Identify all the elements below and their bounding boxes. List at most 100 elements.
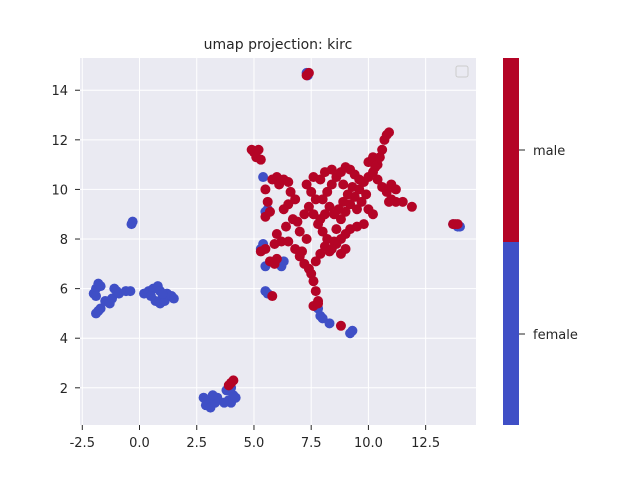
point-male — [283, 176, 294, 187]
point-male — [356, 196, 367, 207]
point-female — [324, 318, 335, 329]
point-male — [290, 194, 301, 205]
x-tick-label: 12.5 — [411, 436, 440, 451]
point-male — [351, 204, 362, 215]
colorbar: male female — [503, 58, 578, 425]
point-male — [370, 162, 381, 173]
colorbar-label-female: female — [533, 328, 578, 343]
x-tick-label: 7.5 — [301, 436, 322, 451]
y-tick-label: 4 — [60, 332, 68, 347]
point-male — [260, 184, 271, 195]
point-male — [303, 67, 314, 78]
point-female — [219, 397, 230, 408]
point-male — [297, 246, 308, 257]
point-male — [274, 179, 285, 190]
point-female — [345, 328, 356, 339]
point-male — [308, 276, 319, 287]
point-male — [267, 291, 278, 302]
point-male — [294, 226, 305, 237]
point-male — [326, 243, 337, 254]
point-female — [125, 286, 136, 297]
point-male — [390, 184, 401, 195]
point-male — [381, 186, 392, 197]
y-tick-label: 8 — [60, 233, 68, 248]
point-male — [338, 196, 349, 207]
x-tick-label: 10.0 — [354, 436, 383, 451]
point-male — [271, 229, 282, 240]
point-male — [342, 189, 353, 200]
point-male — [329, 209, 340, 220]
point-male — [283, 236, 294, 247]
point-male — [338, 179, 349, 190]
y-tick-label: 2 — [60, 382, 68, 397]
point-female — [127, 216, 138, 227]
point-male — [278, 204, 289, 215]
legend-box[interactable] — [455, 65, 469, 78]
point-male — [335, 320, 346, 331]
point-male — [361, 189, 372, 200]
y-axis-ticks: 2 4 6 8 10 12 14 — [51, 84, 80, 397]
colorbar-label-male: male — [533, 144, 565, 159]
point-female — [95, 303, 106, 314]
x-tick-label: 0.0 — [129, 436, 150, 451]
point-male — [308, 209, 319, 220]
point-male — [340, 243, 351, 254]
point-male — [281, 221, 292, 232]
point-male — [326, 164, 337, 175]
point-male — [299, 209, 310, 220]
point-male — [269, 238, 280, 249]
point-male — [374, 152, 385, 163]
point-male — [310, 256, 321, 267]
point-male — [313, 298, 324, 309]
point-female — [168, 293, 179, 304]
point-male — [262, 196, 273, 207]
point-male — [292, 216, 303, 227]
point-male — [317, 194, 328, 205]
point-male — [301, 179, 312, 190]
x-tick-label: 5.0 — [244, 436, 265, 451]
point-male — [367, 152, 378, 163]
x-axis-ticks: -2.5 0.0 2.5 5.0 7.5 10.0 12.5 — [70, 425, 440, 451]
point-male — [315, 248, 326, 259]
x-tick-label: 2.5 — [186, 436, 207, 451]
point-male — [331, 224, 342, 235]
point-male — [406, 201, 417, 212]
point-female — [95, 281, 106, 292]
point-female — [230, 392, 241, 403]
point-male — [347, 181, 358, 192]
point-male — [326, 179, 337, 190]
data-points — [88, 67, 465, 413]
point-female — [107, 293, 118, 304]
point-male — [384, 196, 395, 207]
point-male — [260, 243, 271, 254]
point-male — [335, 214, 346, 225]
point-male — [390, 196, 401, 207]
point-female — [145, 291, 156, 302]
point-male — [264, 206, 275, 217]
y-tick-label: 6 — [60, 283, 68, 298]
point-male — [397, 196, 408, 207]
point-male — [324, 201, 335, 212]
point-male — [372, 174, 383, 185]
point-female — [157, 288, 168, 299]
x-tick-label: -2.5 — [70, 436, 95, 451]
y-tick-label: 12 — [51, 134, 68, 149]
point-male — [322, 186, 333, 197]
y-tick-label: 14 — [51, 84, 68, 99]
point-male — [301, 234, 312, 245]
point-male — [367, 209, 378, 220]
point-female — [91, 291, 102, 302]
point-female — [207, 390, 218, 401]
point-male — [255, 154, 266, 165]
point-male — [285, 186, 296, 197]
colorbar-female-segment — [503, 242, 519, 425]
point-male — [315, 214, 326, 225]
point-male — [354, 174, 365, 185]
point-female — [258, 172, 269, 183]
colorbar-male-segment — [503, 58, 519, 242]
y-tick-label: 10 — [51, 183, 68, 198]
point-male — [310, 286, 321, 297]
chart-title: umap projection: kirc — [204, 37, 353, 53]
point-male — [317, 226, 328, 237]
